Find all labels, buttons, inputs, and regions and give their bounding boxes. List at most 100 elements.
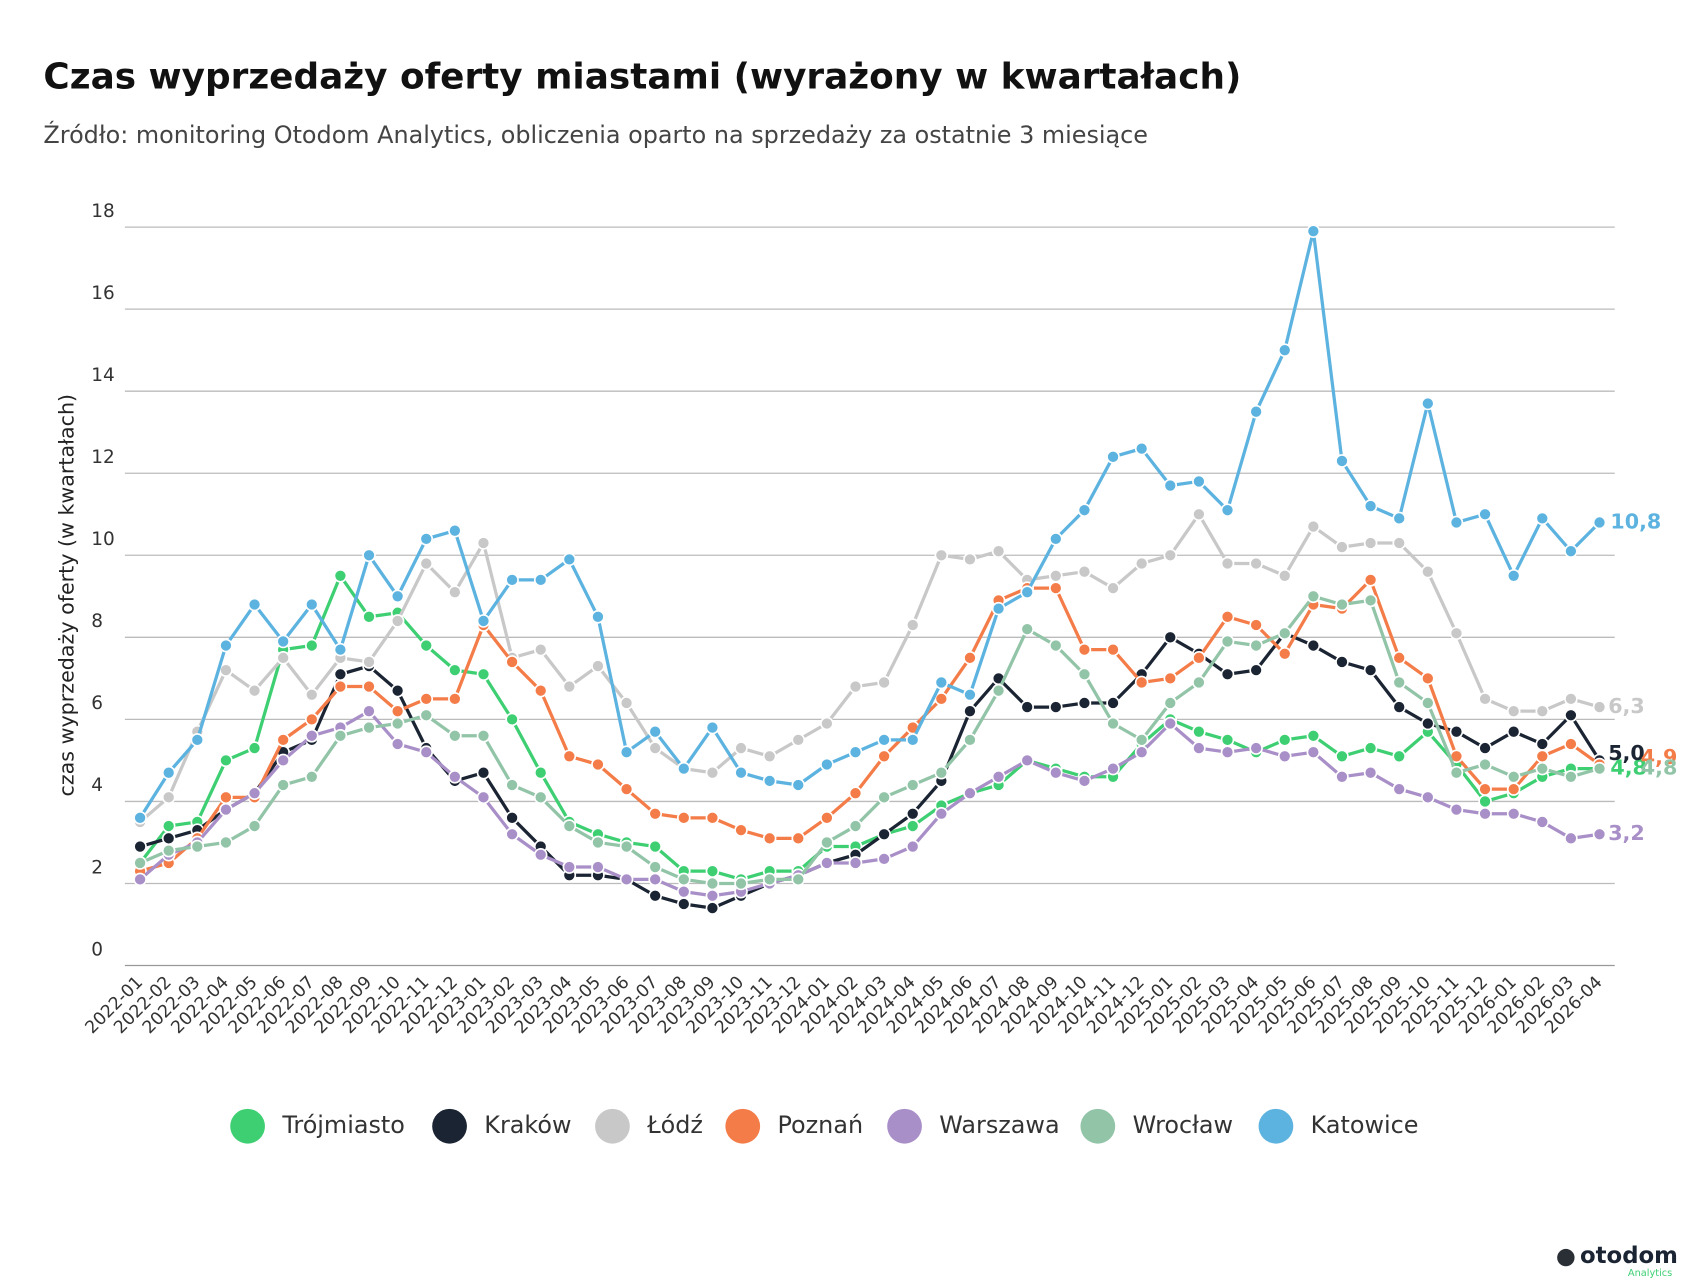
point (1163, 478, 1178, 493)
point (476, 765, 491, 780)
point (963, 704, 977, 718)
point (161, 790, 176, 805)
point (533, 765, 548, 780)
point (991, 544, 1006, 558)
point (1277, 749, 1292, 764)
point (648, 806, 662, 821)
point (648, 860, 662, 874)
point (1564, 831, 1578, 846)
point (934, 806, 949, 821)
point (1421, 671, 1435, 686)
point (476, 728, 491, 743)
y-tick-label: 8 (91, 611, 103, 632)
point (419, 638, 434, 653)
point (1478, 806, 1492, 821)
point (1564, 544, 1578, 558)
point (1163, 671, 1178, 686)
point (219, 753, 233, 768)
point (1106, 450, 1120, 464)
point (562, 860, 577, 874)
point (1163, 548, 1178, 563)
point (734, 876, 748, 891)
point (476, 667, 491, 682)
point (448, 585, 462, 599)
legend-marker (432, 1108, 467, 1144)
y-axis-label: czas wyprzedaży oferty (w kwartałach) (54, 394, 78, 797)
point (1192, 741, 1206, 755)
point (390, 716, 405, 731)
brand: otodom (1580, 1243, 1678, 1269)
point (419, 708, 434, 723)
point (877, 790, 891, 805)
point (848, 786, 863, 801)
point (1421, 564, 1435, 579)
point (390, 683, 405, 698)
point (820, 757, 834, 772)
point (1363, 536, 1378, 550)
point (619, 696, 634, 710)
data-label: 3,2 (1608, 821, 1645, 845)
point (877, 675, 891, 690)
point (705, 864, 720, 878)
point (1049, 532, 1063, 546)
point (791, 778, 806, 792)
point (991, 683, 1006, 698)
point (1506, 782, 1521, 796)
point (276, 778, 290, 792)
series-line (139, 594, 1600, 886)
point (648, 888, 662, 903)
point (333, 569, 348, 583)
point (1192, 675, 1206, 690)
point (1535, 815, 1550, 829)
point (1335, 597, 1349, 612)
data-label: 6,3 (1608, 694, 1645, 718)
point (1249, 638, 1263, 653)
point (1306, 638, 1321, 653)
data-label: 10,8 (1610, 509, 1661, 533)
point (161, 765, 176, 780)
point (1163, 716, 1178, 731)
series-line (139, 578, 1601, 873)
point (333, 728, 348, 743)
point (1049, 581, 1063, 595)
point (1564, 770, 1578, 784)
point (1192, 651, 1206, 665)
point (1077, 503, 1092, 517)
point (1134, 675, 1149, 690)
legend-marker (595, 1108, 630, 1144)
point (705, 720, 720, 735)
point (877, 827, 891, 842)
point (390, 614, 405, 628)
point (133, 839, 147, 854)
point (562, 749, 577, 764)
data-label: 4,8 (1641, 756, 1678, 780)
point (276, 651, 290, 665)
point (1077, 564, 1092, 579)
point (619, 839, 634, 854)
point (963, 786, 977, 801)
point (820, 835, 834, 850)
point (591, 835, 605, 850)
point (1506, 724, 1521, 739)
point (677, 897, 691, 911)
point (1506, 569, 1521, 583)
point (505, 655, 519, 669)
point (533, 642, 548, 657)
point (991, 770, 1006, 784)
point (562, 819, 577, 833)
point (219, 802, 233, 817)
point (848, 679, 863, 694)
legend-label: Wrocław (1133, 1111, 1234, 1139)
point (963, 552, 977, 567)
point (1249, 741, 1263, 755)
point (762, 831, 777, 846)
point (1106, 716, 1120, 731)
point (362, 655, 376, 669)
point (1192, 507, 1206, 522)
point (219, 835, 233, 850)
point (820, 716, 834, 731)
point (705, 765, 720, 780)
point (934, 765, 949, 780)
point (1449, 724, 1464, 739)
point (848, 745, 863, 759)
